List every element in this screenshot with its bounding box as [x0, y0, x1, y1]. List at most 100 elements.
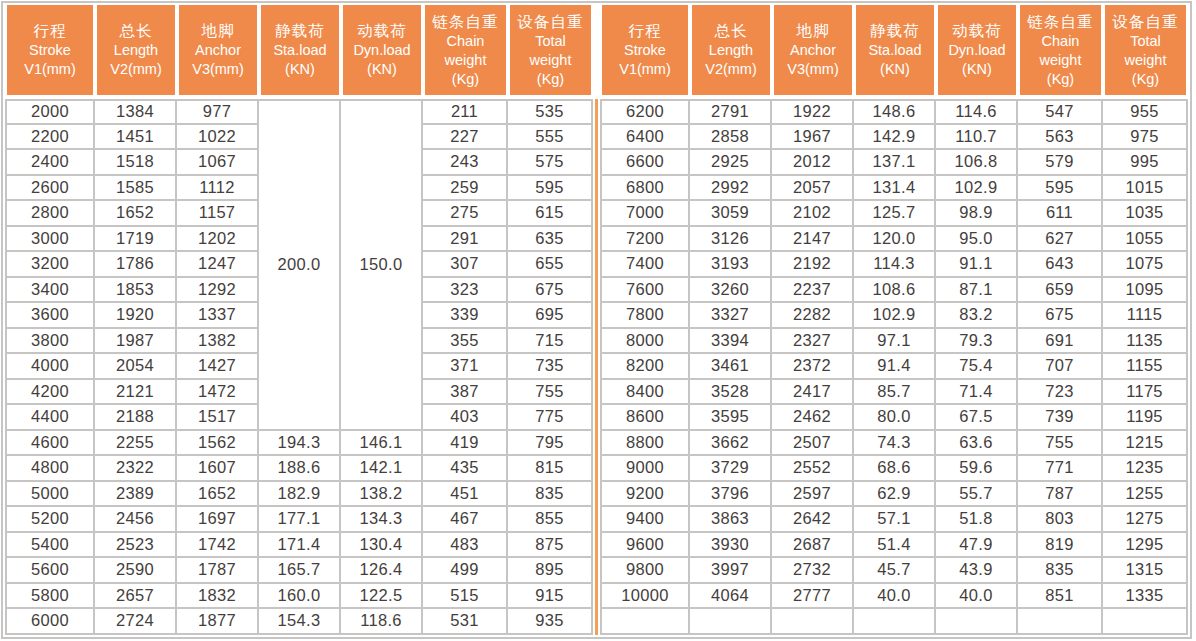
cell: 6800 — [600, 176, 690, 202]
cell: 355 — [423, 329, 508, 355]
spec-table-right-half: 行程StrokeV1(mm)总长LengthV2(mm)地脚AnchorV3(m… — [600, 5, 1188, 635]
cell: 1202 — [177, 227, 259, 253]
cell: 615 — [508, 201, 593, 227]
cell: 130.4 — [341, 533, 423, 559]
cell: 1877 — [177, 609, 259, 635]
cell: 1157 — [177, 201, 259, 227]
header-line: V3(mm) — [787, 60, 839, 79]
cell: 243 — [423, 150, 508, 176]
header-line: 地脚 — [797, 21, 830, 41]
cell: 595 — [508, 176, 593, 202]
cell — [1103, 609, 1188, 635]
cell: 79.3 — [936, 329, 1018, 355]
cell: 110.7 — [936, 125, 1018, 151]
cell: 2000 — [5, 99, 95, 125]
cell: 1451 — [95, 125, 177, 151]
spec-table: 行程StrokeV1(mm)总长LengthV2(mm)地脚AnchorV3(m… — [1, 1, 1192, 639]
cell: 715 — [508, 329, 593, 355]
cell: 1787 — [177, 558, 259, 584]
cell: 1215 — [1103, 431, 1188, 457]
cell: 6400 — [600, 125, 690, 151]
cell: 307 — [423, 252, 508, 278]
cell: 211 — [423, 99, 508, 125]
header-line: V1(mm) — [24, 60, 76, 79]
cell: 3394 — [690, 329, 772, 355]
cell: 2012 — [772, 150, 854, 176]
cell: 2237 — [772, 278, 854, 304]
cell: 895 — [508, 558, 593, 584]
cell: 182.9 — [259, 482, 341, 508]
cell: 435 — [423, 456, 508, 482]
header-cell-dyn-load: 动载荷Dyn.load(KN) — [343, 5, 421, 95]
header-line: 总长 — [715, 21, 748, 41]
cell: 59.6 — [936, 456, 1018, 482]
header-line: V2(mm) — [705, 60, 757, 79]
cell: 1055 — [1103, 227, 1188, 253]
cell: 1155 — [1103, 354, 1188, 380]
cell: 995 — [1103, 150, 1188, 176]
cell: 2507 — [772, 431, 854, 457]
cell: 108.6 — [854, 278, 936, 304]
cell: 275 — [423, 201, 508, 227]
cell: 655 — [508, 252, 593, 278]
header-line: V3(mm) — [192, 60, 244, 79]
cell: 6200 — [600, 99, 690, 125]
cell: 1255 — [1103, 482, 1188, 508]
cell: 227 — [423, 125, 508, 151]
cell: 125.7 — [854, 201, 936, 227]
cell: 9600 — [600, 533, 690, 559]
cell: 120.0 — [854, 227, 936, 253]
header-line: (KN) — [962, 60, 992, 79]
header-line: V2(mm) — [110, 60, 162, 79]
cell: 67.5 — [936, 405, 1018, 431]
cell: 194.3 — [259, 431, 341, 457]
cell: 483 — [423, 533, 508, 559]
cell: 387 — [423, 380, 508, 406]
cell: 403 — [423, 405, 508, 431]
cell: 87.1 — [936, 278, 1018, 304]
cell: 1472 — [177, 380, 259, 406]
cell: 1518 — [95, 150, 177, 176]
cell: 1384 — [95, 99, 177, 125]
header-line: Sta.load — [868, 41, 921, 60]
cell: 2200 — [5, 125, 95, 151]
header-line: (Kg) — [1047, 70, 1074, 89]
cell: 2992 — [690, 176, 772, 202]
header-line: Total — [535, 32, 566, 51]
cell: 3260 — [690, 278, 772, 304]
cell: 75.4 — [936, 354, 1018, 380]
cell: 735 — [508, 354, 593, 380]
cell: 134.3 — [341, 507, 423, 533]
cell: 2255 — [95, 431, 177, 457]
cell: 188.6 — [259, 456, 341, 482]
cell: 8000 — [600, 329, 690, 355]
header-line: Stroke — [624, 41, 666, 60]
cell: 1295 — [1103, 533, 1188, 559]
cell — [600, 609, 690, 635]
cell: 2462 — [772, 405, 854, 431]
cell: 2389 — [95, 482, 177, 508]
cell: 7600 — [600, 278, 690, 304]
cell: 2657 — [95, 584, 177, 610]
header-line: V1(mm) — [619, 60, 671, 79]
header-line: 静载荷 — [870, 21, 920, 41]
cell: 1195 — [1103, 405, 1188, 431]
cell: 2417 — [772, 380, 854, 406]
cell — [936, 609, 1018, 635]
cell: 771 — [1018, 456, 1103, 482]
cell: 62.9 — [854, 482, 936, 508]
cell: 68.6 — [854, 456, 936, 482]
cell: 4064 — [690, 584, 772, 610]
cell: 975 — [1103, 125, 1188, 151]
cell: 3729 — [690, 456, 772, 482]
cell: 775 — [508, 405, 593, 431]
cell: 51.8 — [936, 507, 1018, 533]
header-line: 链条自重 — [1028, 12, 1094, 32]
cell: 2282 — [772, 303, 854, 329]
cell: 835 — [508, 482, 593, 508]
cell: 739 — [1018, 405, 1103, 431]
cell: 1987 — [95, 329, 177, 355]
header-line: 行程 — [629, 21, 662, 41]
header-cell-anchor: 地脚AnchorV3(mm) — [774, 5, 852, 95]
cell: 106.8 — [936, 150, 1018, 176]
